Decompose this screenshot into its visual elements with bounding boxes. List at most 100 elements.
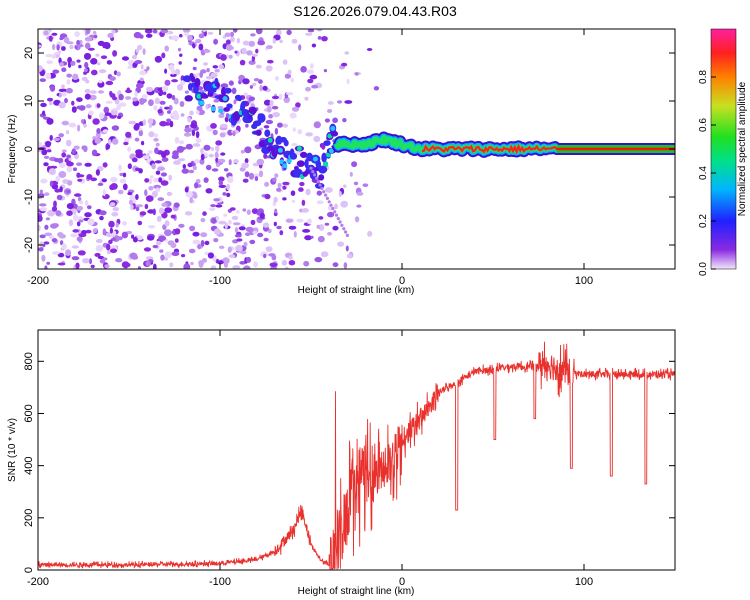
- spectrogram-noise-blob: [164, 68, 168, 74]
- spectrogram-noise-blob: [178, 223, 185, 228]
- spectrogram-noise-blob: [320, 251, 329, 258]
- chart-title: S126.2026.079.04.43.R03: [293, 3, 457, 19]
- spectrogram-noise-blob: [273, 196, 278, 203]
- spectrogram-noise-blob: [233, 159, 239, 164]
- spectrogram-noise-blob: [119, 178, 127, 184]
- spectrogram-noise-blob: [295, 102, 301, 108]
- spectrogram-noise-blob: [44, 232, 53, 237]
- spectrogram-noise-blob: [258, 170, 264, 178]
- spectrogram-noise-blob: [69, 44, 74, 50]
- spectrogram-noise-blob: [52, 223, 59, 228]
- spectrogram-peak-blob: [326, 152, 331, 158]
- spectrogram-noise-blob: [151, 163, 156, 170]
- colorbar-tick-label: 0.2: [698, 214, 709, 228]
- spectrogram-noise-blob: [95, 244, 104, 252]
- colorbar-gradient: [710, 28, 737, 270]
- spectrogram-noise-blob: [268, 114, 273, 119]
- spectrogram-noise-blob: [223, 168, 229, 172]
- spectrogram-noise-blob: [244, 146, 252, 154]
- spectrogram-noise-blob: [102, 129, 109, 133]
- spectrogram-noise-blob: [122, 172, 127, 178]
- spectrogram-noise-blob: [224, 222, 228, 230]
- spectrogram-noise-blob: [215, 140, 223, 146]
- spectrogram-noise-blob: [38, 247, 44, 252]
- spectrogram-noise-blob: [132, 97, 138, 102]
- spectrogram-noise-blob: [102, 228, 107, 236]
- spectrogram-noise-blob: [75, 44, 84, 48]
- spectrogram-noise-blob: [279, 39, 283, 44]
- spectrogram-noise-blob: [248, 40, 256, 47]
- spectrogram-noise-blob: [173, 202, 180, 208]
- spectrogram-x-tick-label: 100: [575, 275, 593, 287]
- spectrogram-noise-blob: [129, 199, 133, 205]
- spectrogram-noise-blob: [127, 192, 133, 196]
- spectrogram-noise-blob: [40, 178, 48, 184]
- spectrogram-noise-blob: [161, 151, 167, 159]
- spectrogram-noise-blob: [228, 254, 236, 259]
- spectrogram-noise-blob: [109, 248, 118, 254]
- spectrogram-noise-blob: [127, 163, 132, 170]
- spectrogram-noise-blob: [148, 178, 153, 185]
- spectrogram-noise-blob: [203, 144, 211, 151]
- spectrogram-noise-blob: [299, 181, 305, 187]
- spectrogram-noise-blob: [200, 147, 204, 154]
- spectrogram-noise-blob: [250, 33, 256, 37]
- spectrogram-noise-blob: [110, 183, 118, 190]
- spectrogram-noise-blob: [160, 29, 169, 34]
- spectrogram-noise-blob: [307, 218, 312, 225]
- spectrogram-noise-blob: [134, 60, 143, 64]
- spectrogram-noise-blob: [84, 36, 93, 42]
- spectrogram-noise-blob: [141, 94, 148, 99]
- spectrogram-noise-blob: [73, 167, 77, 171]
- spectrogram-noise-blob: [59, 186, 63, 193]
- spectrogram-noise-blob: [51, 238, 58, 243]
- spectrogram-noise-blob: [267, 59, 274, 64]
- spectrogram-noise-blob: [72, 73, 79, 81]
- spectrogram-noise-blob: [273, 221, 277, 227]
- spectrogram-noise-blob: [279, 230, 284, 236]
- spectrogram-noise-blob: [219, 132, 226, 138]
- spectrogram-noise-blob: [316, 224, 321, 229]
- spectrogram-noise-blob: [83, 52, 92, 60]
- spectrogram-noise-blob: [100, 55, 108, 59]
- spectrogram-ridge-blob: [304, 158, 309, 169]
- spectrogram-noise-blob: [134, 137, 140, 142]
- spectrogram-noise-blob: [107, 32, 114, 39]
- spectrogram-noise-blob: [210, 147, 215, 151]
- spectrogram-noise-blob: [338, 191, 342, 197]
- spectrogram-noise-blob: [98, 90, 104, 94]
- spectrogram-ridge-blob: [241, 109, 250, 117]
- spectrogram-noise-blob: [44, 265, 48, 269]
- spectrogram-noise-blob: [130, 204, 134, 211]
- spectrogram-noise-blob: [195, 138, 202, 143]
- spectrogram-noise-blob: [215, 204, 223, 208]
- spectrogram-x-axis-title: Height of straight line (km): [298, 285, 415, 296]
- spectrogram-peak-blob: [210, 106, 216, 112]
- spectrogram-noise-blob: [215, 216, 220, 221]
- spectrogram-noise-blob: [332, 262, 339, 268]
- spectrogram-noise-blob: [51, 32, 58, 36]
- spectrogram-noise-blob: [305, 32, 313, 36]
- spectrogram-noise-blob: [68, 219, 74, 227]
- spectrogram-noise-blob: [38, 44, 42, 48]
- spectrogram-noise-blob: [53, 137, 60, 141]
- spectrogram-ridge-blob: [248, 106, 257, 115]
- spectrogram-noise-blob: [47, 97, 53, 102]
- spectrogram-noise-blob: [103, 106, 110, 114]
- spectrogram-noise-blob: [81, 145, 88, 151]
- spectrogram-noise-blob: [200, 217, 206, 223]
- spectrogram-noise-blob: [45, 141, 51, 148]
- spectrogram-noise-blob: [112, 138, 119, 145]
- spectrogram-noise-blob: [173, 97, 179, 105]
- spectrogram-noise-blob: [245, 123, 249, 128]
- spectrogram-noise-blob: [185, 143, 193, 150]
- spectrogram-noise-blob: [192, 231, 200, 237]
- spectrogram-noise-blob: [168, 174, 172, 181]
- spectrogram-noise-blob: [38, 224, 41, 232]
- spectrogram-noise-blob: [277, 182, 282, 188]
- spectrogram-noise-blob: [198, 262, 204, 268]
- spectrogram-noise-blob: [346, 78, 350, 85]
- spectrogram-noise-blob: [118, 102, 127, 107]
- spectrogram-noise-blob: [218, 245, 225, 249]
- spectrogram-noise-blob: [140, 64, 144, 70]
